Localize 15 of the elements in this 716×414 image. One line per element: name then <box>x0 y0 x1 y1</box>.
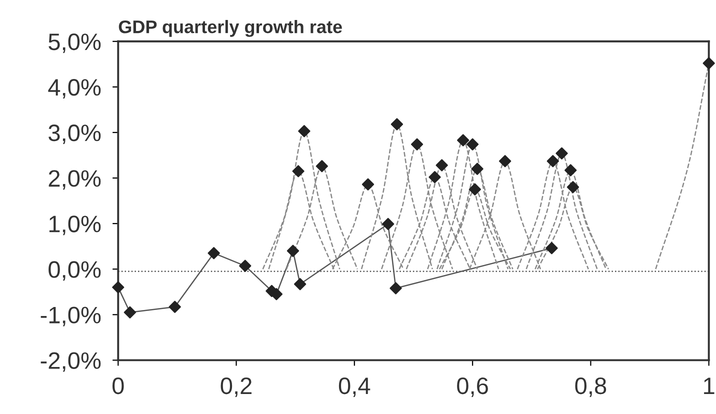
x-tick-label: 0,8 <box>575 377 606 397</box>
chart-title: GDP quarterly growth rate <box>118 20 342 37</box>
y-tick-label: 4,0% <box>48 79 101 99</box>
y-tick-label: 0,0% <box>48 261 101 281</box>
x-tick-label: 0,2 <box>220 377 252 397</box>
x-tick-label: 0,4 <box>338 377 370 397</box>
x-tick-label: 0 <box>112 377 124 394</box>
x-tick-label: 1 <box>704 378 714 394</box>
y-tick-label: 3,0% <box>48 124 101 144</box>
y-tick-label: 2,0% <box>48 170 101 190</box>
y-tick-label: -1,0% <box>40 306 101 326</box>
y-tick-label: 1,0% <box>49 216 101 236</box>
y-tick-label: -2,0% <box>40 352 101 372</box>
x-tick-label: 0,6 <box>457 377 488 397</box>
y-tick-label: 5,0% <box>48 33 101 53</box>
